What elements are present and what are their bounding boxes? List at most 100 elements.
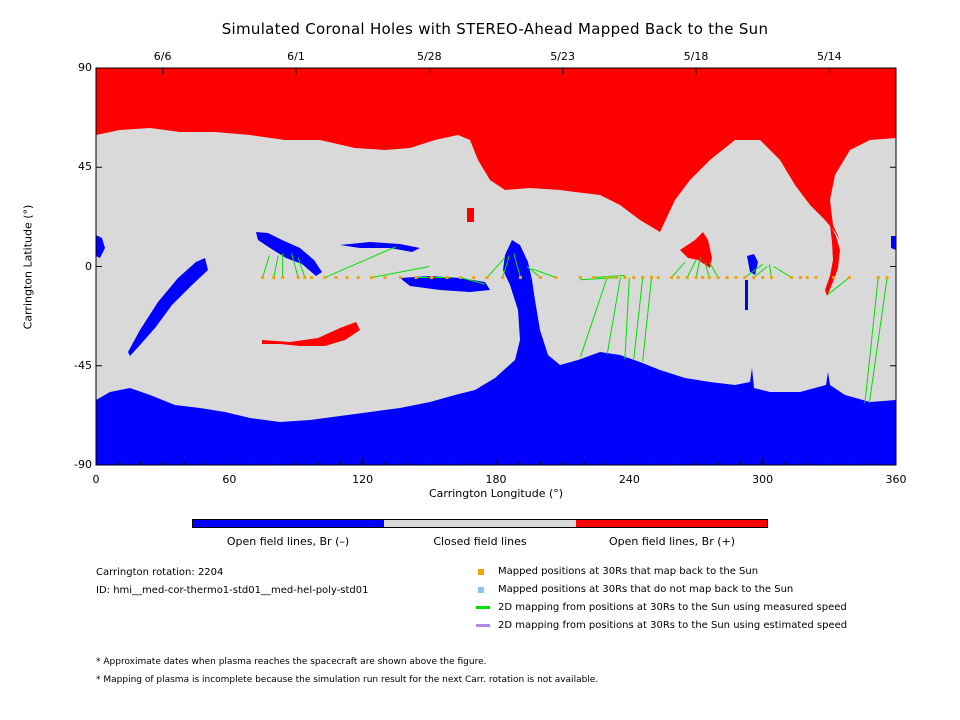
- mapping-line: [868, 277, 888, 404]
- y-axis-label: Carrington Latitude (°): [21, 204, 35, 330]
- mapping-line: [502, 255, 510, 278]
- mapped-point: [805, 276, 809, 280]
- mapped-point: [281, 276, 285, 280]
- mapped-point: [885, 276, 889, 280]
- x-tick-label: 60: [222, 473, 237, 486]
- mapped-point: [847, 276, 851, 280]
- mapping-line: [704, 261, 710, 278]
- mapping-line: [291, 253, 299, 278]
- mapping-line: [753, 266, 768, 278]
- legend-swatch-not-mapped: [478, 587, 484, 593]
- mapped-point: [323, 276, 327, 280]
- mapped-point: [632, 276, 636, 280]
- mapped-point: [272, 276, 276, 280]
- mapping-line: [773, 266, 792, 278]
- mapped-point: [485, 276, 489, 280]
- mapping-line: [262, 255, 270, 278]
- x-tick-label: 180: [485, 473, 507, 486]
- mapping-line: [642, 277, 653, 362]
- x-tick-label: 0: [92, 473, 100, 486]
- y-tick-label: 45: [78, 160, 92, 174]
- positive-hook-335: [825, 225, 840, 296]
- negative-hole-85: [256, 232, 322, 276]
- mapping-line: [826, 277, 850, 296]
- top-date-label: 6/1: [287, 50, 305, 63]
- mapped-point: [383, 276, 387, 280]
- x-tick-label: 120: [352, 473, 374, 486]
- mapping-line: [513, 253, 521, 278]
- mapped-point: [538, 276, 542, 280]
- colorbar-open-positive: [575, 520, 767, 527]
- run-id: ID: hmi__med-cor-thermo1-std01__med-hel-…: [96, 585, 369, 596]
- colorbar-label-closed: Closed field lines: [433, 535, 527, 548]
- mapping-line: [708, 261, 719, 278]
- legend-estimated: 2D mapping from positions at 30Rs to the…: [498, 620, 848, 631]
- mapped-point: [770, 276, 774, 280]
- mapping-line: [606, 277, 621, 355]
- mapped-point: [670, 276, 674, 280]
- legend-not-mapped: Mapped positions at 30Rs that do not map…: [498, 584, 794, 595]
- mapped-point: [761, 276, 765, 280]
- mapping-line: [324, 246, 397, 278]
- mapped-point: [334, 276, 338, 280]
- mapping-line: [460, 277, 486, 285]
- top-date-label: 5/23: [550, 50, 576, 63]
- mapped-point: [356, 276, 360, 280]
- axis-ticks: [95, 67, 897, 466]
- mapped-point: [614, 276, 618, 280]
- y-tick-label: -45: [74, 358, 92, 372]
- mapped-point: [501, 276, 505, 280]
- x-tick-label: 360: [885, 473, 907, 486]
- map-regions: [96, 68, 896, 465]
- mapped-point: [458, 276, 462, 280]
- positive-tongue-270: [680, 232, 712, 268]
- x-tick-label: 300: [752, 473, 774, 486]
- legend-measured: 2D mapping from positions at 30Rs to the…: [498, 602, 847, 613]
- legend-swatch-estimated: [476, 624, 490, 627]
- mapped-point: [303, 276, 307, 280]
- mapping-line: [633, 277, 644, 360]
- top-date-label: 5/14: [816, 50, 842, 63]
- mapped-point: [707, 276, 711, 280]
- mapping-line: [671, 261, 686, 278]
- mapped-point: [814, 276, 818, 280]
- mapped-point: [685, 276, 689, 280]
- mapped-point: [876, 276, 880, 280]
- mapping-line: [624, 277, 630, 360]
- mapped-point: [398, 276, 402, 280]
- mapped-point: [623, 276, 627, 280]
- chart-title: Simulated Coronal Holes with STEREO-Ahea…: [221, 20, 769, 38]
- mapping-line: [695, 257, 701, 278]
- mapped-point: [310, 276, 314, 280]
- note-incomplete: * Mapping of plasma is incomplete becaus…: [96, 675, 599, 685]
- mapped-point: [445, 276, 449, 280]
- mapped-point: [261, 276, 265, 280]
- mapped-point: [592, 276, 596, 280]
- mapped-point: [345, 276, 349, 280]
- negative-drip-300: [745, 280, 748, 310]
- colorbar-closed: [384, 520, 576, 527]
- mapping-line: [531, 268, 557, 278]
- positive-polar-region: [96, 68, 896, 240]
- mapped-point: [472, 276, 476, 280]
- mapped-point: [798, 276, 802, 280]
- mapped-point: [578, 276, 582, 280]
- mapping-line: [768, 264, 773, 278]
- mapping-line: [371, 266, 430, 279]
- negative-hole-30: [128, 258, 208, 356]
- mapped-point: [725, 276, 729, 280]
- mapping-line: [526, 266, 541, 278]
- y-tick-label: 0: [85, 259, 92, 273]
- mapped-point: [656, 276, 660, 280]
- legend-swatch-measured: [476, 606, 490, 609]
- legend-swatch-mapped: [478, 569, 484, 575]
- mapped-point: [641, 276, 645, 280]
- mapped-point: [518, 276, 522, 280]
- mapped-point: [790, 276, 794, 280]
- positive-spot-168: [467, 208, 474, 222]
- mapping-line: [744, 263, 763, 278]
- top-date-label: 5/28: [416, 50, 442, 63]
- mapped-point: [734, 276, 738, 280]
- top-date-label: 6/6: [153, 50, 172, 63]
